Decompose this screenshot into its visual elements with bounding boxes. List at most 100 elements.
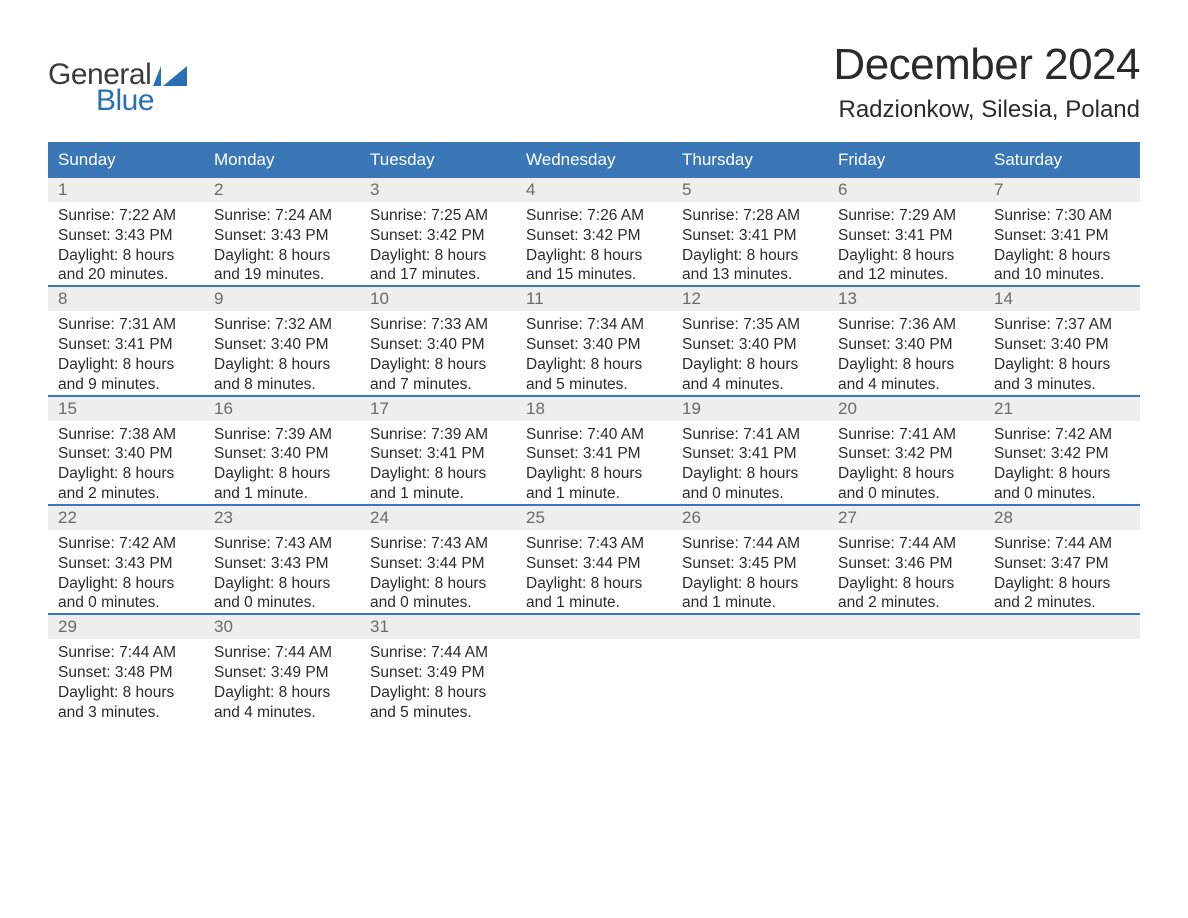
- day-cell: Sunrise: 7:32 AMSunset: 3:40 PMDaylight:…: [204, 311, 360, 394]
- sunset-text: Sunset: 3:46 PM: [838, 555, 953, 572]
- daylight-text-2: and 5 minutes.: [370, 704, 472, 721]
- daylight-text: Daylight: 8 hours: [526, 575, 642, 592]
- sunset-text: Sunset: 3:41 PM: [838, 227, 953, 244]
- daylight-text: Daylight: 8 hours: [58, 465, 174, 482]
- sunrise-text: Sunrise: 7:44 AM: [838, 535, 956, 552]
- week-row: 1 2 3 4 5 6 7 Sunrise: 7:22 AMSunset: 3:…: [48, 178, 1140, 285]
- day-cell: Sunrise: 7:41 AMSunset: 3:42 PMDaylight:…: [828, 421, 984, 504]
- sunrise-text: Sunrise: 7:41 AM: [838, 426, 956, 443]
- daylight-text-2: and 12 minutes.: [838, 266, 948, 283]
- weekday-header: Monday: [204, 142, 360, 178]
- day-number: 3: [360, 178, 516, 202]
- sunrise-text: Sunrise: 7:43 AM: [370, 535, 488, 552]
- sunset-text: Sunset: 3:43 PM: [214, 227, 329, 244]
- brand-mark-icon: [153, 66, 187, 86]
- sunrise-text: Sunrise: 7:41 AM: [682, 426, 800, 443]
- sunrise-text: Sunrise: 7:44 AM: [994, 535, 1112, 552]
- day-cell: Sunrise: 7:26 AMSunset: 3:42 PMDaylight:…: [516, 202, 672, 285]
- day-detail-row: Sunrise: 7:22 AMSunset: 3:43 PMDaylight:…: [48, 202, 1140, 285]
- weekday-header-row: Sunday Monday Tuesday Wednesday Thursday…: [48, 142, 1140, 178]
- sunset-text: Sunset: 3:44 PM: [370, 555, 485, 572]
- sunset-text: Sunset: 3:42 PM: [838, 445, 953, 462]
- sunrise-text: Sunrise: 7:38 AM: [58, 426, 176, 443]
- weekday-header: Tuesday: [360, 142, 516, 178]
- day-number: 9: [204, 287, 360, 311]
- daylight-text-2: and 0 minutes.: [838, 485, 940, 502]
- day-number: 31: [360, 615, 516, 639]
- day-number: 19: [672, 397, 828, 421]
- day-number: 30: [204, 615, 360, 639]
- weekday-header: Sunday: [48, 142, 204, 178]
- daylight-text: Daylight: 8 hours: [214, 465, 330, 482]
- day-number: 11: [516, 287, 672, 311]
- daylight-text-2: and 2 minutes.: [58, 485, 160, 502]
- weekday-header: Thursday: [672, 142, 828, 178]
- daylight-text-2: and 3 minutes.: [994, 376, 1096, 393]
- week-row: 22 23 24 25 26 27 28 Sunrise: 7:42 AMSun…: [48, 504, 1140, 613]
- daylight-text: Daylight: 8 hours: [214, 247, 330, 264]
- sunset-text: Sunset: 3:47 PM: [994, 555, 1109, 572]
- sunrise-text: Sunrise: 7:44 AM: [58, 644, 176, 661]
- daylight-text: Daylight: 8 hours: [370, 465, 486, 482]
- day-cell: Sunrise: 7:34 AMSunset: 3:40 PMDaylight:…: [516, 311, 672, 394]
- daylight-text: Daylight: 8 hours: [214, 575, 330, 592]
- daylight-text: Daylight: 8 hours: [370, 247, 486, 264]
- daylight-text: Daylight: 8 hours: [838, 247, 954, 264]
- sunset-text: Sunset: 3:40 PM: [370, 336, 485, 353]
- day-number: 20: [828, 397, 984, 421]
- weekday-header: Friday: [828, 142, 984, 178]
- daylight-text-2: and 13 minutes.: [682, 266, 792, 283]
- day-cell: Sunrise: 7:42 AMSunset: 3:42 PMDaylight:…: [984, 421, 1140, 504]
- sunset-text: Sunset: 3:42 PM: [994, 445, 1109, 462]
- sunset-text: Sunset: 3:43 PM: [58, 227, 173, 244]
- day-cell: Sunrise: 7:36 AMSunset: 3:40 PMDaylight:…: [828, 311, 984, 394]
- day-cell: Sunrise: 7:39 AMSunset: 3:40 PMDaylight:…: [204, 421, 360, 504]
- month-title: December 2024: [833, 40, 1140, 90]
- sunrise-text: Sunrise: 7:44 AM: [370, 644, 488, 661]
- sunrise-text: Sunrise: 7:35 AM: [682, 316, 800, 333]
- brand-word-2: Blue: [96, 84, 187, 118]
- sunrise-text: Sunrise: 7:44 AM: [682, 535, 800, 552]
- title-block: December 2024 Radzionkow, Silesia, Polan…: [833, 40, 1140, 124]
- day-cell: Sunrise: 7:44 AMSunset: 3:48 PMDaylight:…: [48, 639, 204, 722]
- brand-logo: General Blue: [48, 40, 187, 118]
- sunrise-text: Sunrise: 7:42 AM: [58, 535, 176, 552]
- daylight-text: Daylight: 8 hours: [58, 247, 174, 264]
- daylight-text-2: and 0 minutes.: [682, 485, 784, 502]
- day-number: 29: [48, 615, 204, 639]
- day-cell: Sunrise: 7:22 AMSunset: 3:43 PMDaylight:…: [48, 202, 204, 285]
- sunrise-text: Sunrise: 7:28 AM: [682, 207, 800, 224]
- day-number: 14: [984, 287, 1140, 311]
- day-cell: [984, 639, 1140, 722]
- day-detail-row: Sunrise: 7:44 AMSunset: 3:48 PMDaylight:…: [48, 639, 1140, 722]
- sunrise-text: Sunrise: 7:37 AM: [994, 316, 1112, 333]
- daylight-text-2: and 8 minutes.: [214, 376, 316, 393]
- daylight-text-2: and 4 minutes.: [838, 376, 940, 393]
- day-detail-row: Sunrise: 7:38 AMSunset: 3:40 PMDaylight:…: [48, 421, 1140, 504]
- daylight-text: Daylight: 8 hours: [526, 356, 642, 373]
- day-number: 10: [360, 287, 516, 311]
- day-number-row: 15 16 17 18 19 20 21: [48, 397, 1140, 421]
- daylight-text: Daylight: 8 hours: [58, 684, 174, 701]
- day-cell: Sunrise: 7:35 AMSunset: 3:40 PMDaylight:…: [672, 311, 828, 394]
- day-cell: Sunrise: 7:37 AMSunset: 3:40 PMDaylight:…: [984, 311, 1140, 394]
- daylight-text: Daylight: 8 hours: [370, 684, 486, 701]
- day-cell: Sunrise: 7:29 AMSunset: 3:41 PMDaylight:…: [828, 202, 984, 285]
- daylight-text: Daylight: 8 hours: [994, 465, 1110, 482]
- daylight-text-2: and 17 minutes.: [370, 266, 480, 283]
- day-number: [828, 615, 984, 639]
- day-cell: Sunrise: 7:44 AMSunset: 3:46 PMDaylight:…: [828, 530, 984, 613]
- daylight-text-2: and 0 minutes.: [370, 594, 472, 611]
- daylight-text: Daylight: 8 hours: [370, 575, 486, 592]
- day-cell: Sunrise: 7:38 AMSunset: 3:40 PMDaylight:…: [48, 421, 204, 504]
- sunrise-text: Sunrise: 7:34 AM: [526, 316, 644, 333]
- daylight-text: Daylight: 8 hours: [682, 575, 798, 592]
- daylight-text-2: and 0 minutes.: [58, 594, 160, 611]
- daylight-text: Daylight: 8 hours: [214, 684, 330, 701]
- day-number: 7: [984, 178, 1140, 202]
- day-cell: Sunrise: 7:31 AMSunset: 3:41 PMDaylight:…: [48, 311, 204, 394]
- calendar: Sunday Monday Tuesday Wednesday Thursday…: [48, 142, 1140, 723]
- daylight-text: Daylight: 8 hours: [214, 356, 330, 373]
- sunset-text: Sunset: 3:41 PM: [526, 445, 641, 462]
- day-number: 13: [828, 287, 984, 311]
